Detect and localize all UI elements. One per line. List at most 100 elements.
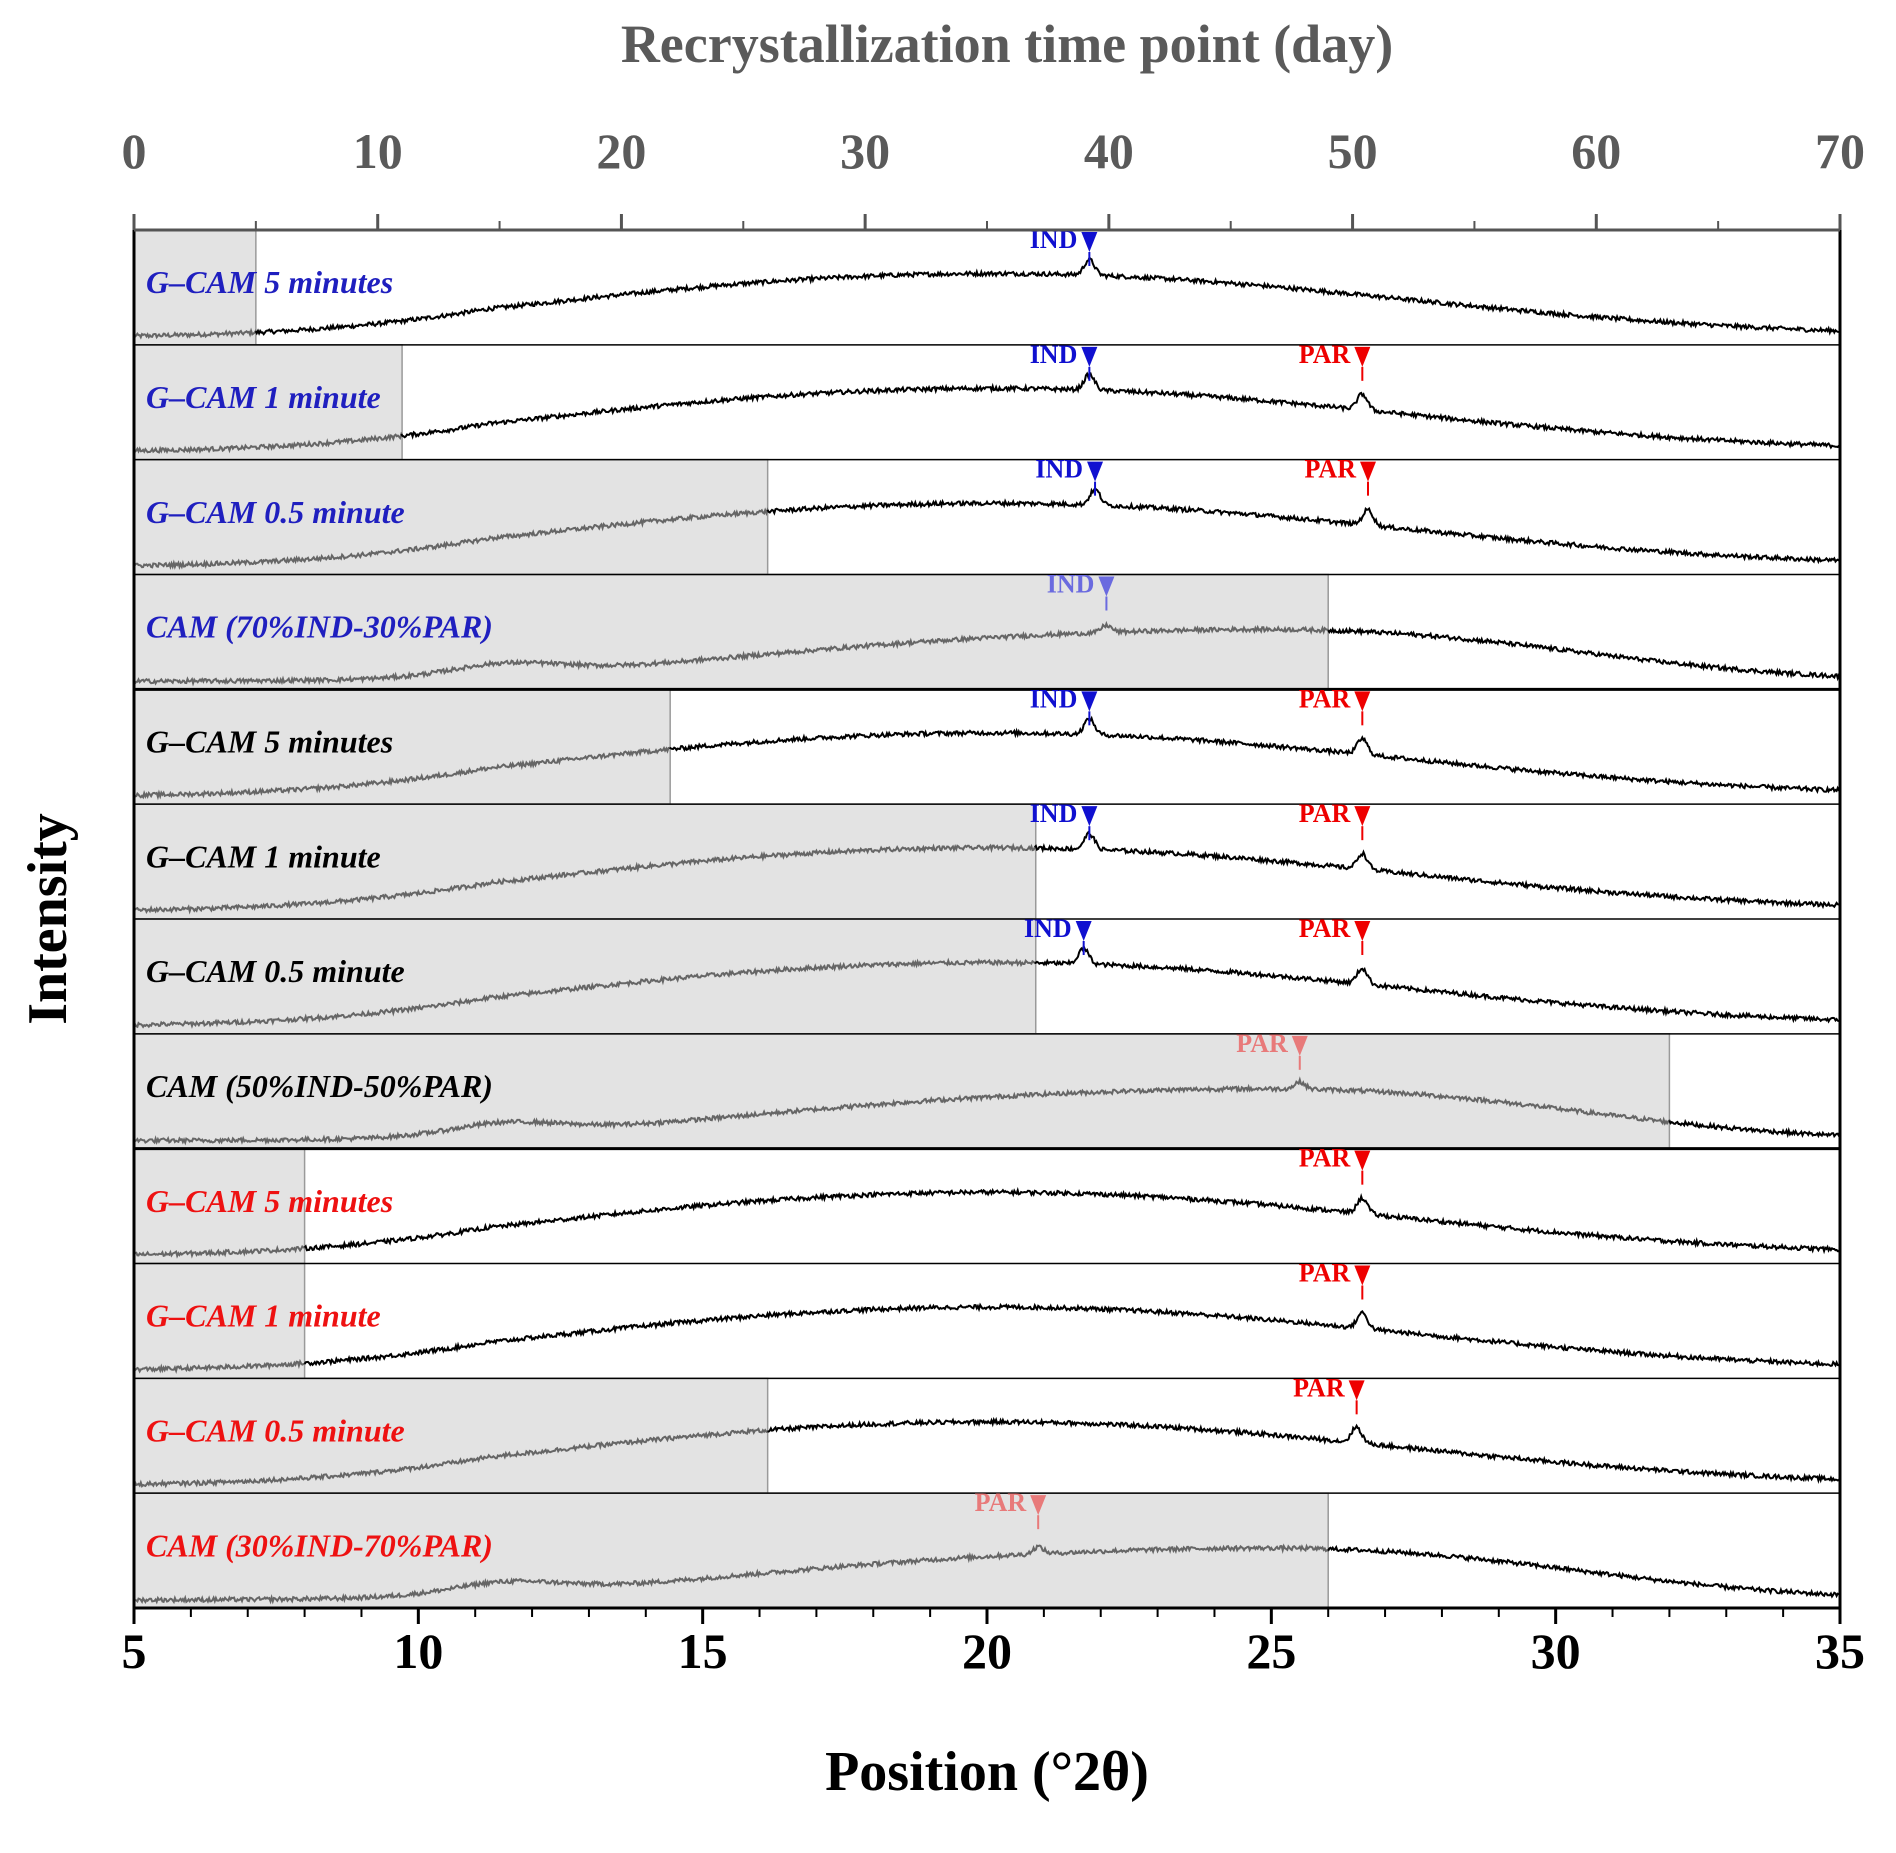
panel-5: G–CAM 5 minutes IND PAR bbox=[133, 684, 1841, 805]
marker-triangle-icon bbox=[1081, 691, 1098, 712]
panel-4: CAM (70%IND-30%PAR) IND bbox=[133, 570, 1841, 691]
trace-amorphous bbox=[133, 842, 1037, 915]
trace-amorphous bbox=[133, 1076, 1672, 1146]
marker-triangle-icon bbox=[1354, 806, 1371, 827]
x-tick-label: 15 bbox=[678, 1623, 728, 1679]
panel-label: CAM (70%IND-30%PAR) bbox=[146, 609, 493, 645]
trace-crystalline bbox=[303, 1302, 1841, 1369]
marker-triangle-icon bbox=[1291, 1035, 1308, 1056]
panel-6: G–CAM 1 minute IND PAR bbox=[133, 799, 1841, 920]
top-tick-label: 10 bbox=[353, 123, 403, 179]
marker-label: PAR bbox=[1304, 455, 1356, 484]
marker-label: PAR bbox=[1293, 1373, 1345, 1402]
y-axis-title: Intensity bbox=[17, 813, 79, 1025]
top-tick-label: 20 bbox=[596, 123, 646, 179]
recrystallization-shade bbox=[133, 688, 671, 805]
recrystallization-shade bbox=[133, 229, 257, 346]
panel-label: G–CAM 0.5 minute bbox=[146, 953, 405, 989]
marker-label: PAR bbox=[1299, 799, 1351, 828]
trace-crystalline bbox=[1327, 1544, 1841, 1599]
trace-amorphous bbox=[133, 327, 258, 340]
x-tick-label: 30 bbox=[1531, 1623, 1581, 1679]
marker-triangle-icon bbox=[1354, 921, 1371, 941]
marker-triangle-icon bbox=[1360, 461, 1377, 482]
panel-label: G–CAM 5 minutes bbox=[146, 723, 393, 759]
panel-8: CAM (50%IND-50%PAR) PAR bbox=[133, 1029, 1841, 1150]
marker-label: PAR bbox=[975, 1488, 1027, 1517]
marker-triangle-icon bbox=[1081, 346, 1098, 367]
marker-triangle-icon bbox=[1354, 1265, 1371, 1286]
top-tick-label: 0 bbox=[122, 123, 147, 179]
trace-crystalline bbox=[669, 715, 1841, 794]
panel-11: G–CAM 0.5 minute PAR bbox=[133, 1373, 1841, 1494]
marker-label: IND bbox=[1030, 340, 1078, 369]
marker-label: PAR bbox=[1236, 1029, 1288, 1058]
trace-amorphous bbox=[133, 620, 1331, 687]
axes: 5 10 15 20 25 30 35 Position (°2θ) 0 10 20 30 40 50 60… bbox=[17, 14, 1865, 1803]
marker-triangle-icon bbox=[1087, 461, 1104, 482]
x-tick-label: 10 bbox=[393, 1623, 443, 1679]
x-axis-title: Position (°2θ) bbox=[825, 1741, 1149, 1803]
trace-amorphous bbox=[133, 1543, 1331, 1605]
marker-triangle-icon bbox=[1081, 806, 1098, 827]
trace-amorphous bbox=[133, 507, 770, 571]
trace-crystalline bbox=[767, 1416, 1841, 1485]
trace-crystalline bbox=[1034, 830, 1841, 910]
panel-label: CAM (50%IND-50%PAR) bbox=[146, 1068, 493, 1104]
marker-triangle-icon bbox=[1081, 232, 1098, 252]
x-tick-label: 35 bbox=[1815, 1623, 1865, 1679]
top-axis-title: Recrystallization time point (day) bbox=[621, 14, 1393, 74]
x-tick-label: 5 bbox=[122, 1623, 147, 1679]
recrystallization-shade bbox=[133, 1262, 306, 1380]
trace-crystalline bbox=[254, 255, 1841, 336]
panel-label: CAM (30%IND-70%PAR) bbox=[146, 1527, 493, 1563]
panel-3: G–CAM 0.5 minute IND PAR bbox=[133, 455, 1841, 576]
marker-label: IND bbox=[1030, 799, 1078, 828]
trace-crystalline bbox=[400, 371, 1841, 450]
marker-label: PAR bbox=[1299, 914, 1351, 943]
marker-label: IND bbox=[1047, 570, 1095, 599]
panel-7: G–CAM 0.5 minute IND PAR bbox=[133, 914, 1841, 1035]
marker-label: IND bbox=[1024, 914, 1072, 943]
top-tick-label: 70 bbox=[1815, 123, 1865, 179]
marker-label: IND bbox=[1035, 455, 1083, 484]
top-tick-label: 60 bbox=[1571, 123, 1621, 179]
recrystallization-shade bbox=[133, 918, 1037, 1035]
panel-10: G–CAM 1 minute PAR bbox=[133, 1259, 1841, 1380]
trace-crystalline bbox=[766, 486, 1841, 565]
marker-label: PAR bbox=[1299, 684, 1351, 713]
panel-label: G–CAM 5 minutes bbox=[146, 1183, 393, 1219]
marker-triangle-icon bbox=[1354, 1150, 1371, 1171]
marker-triangle-icon bbox=[1354, 346, 1371, 367]
trace-amorphous bbox=[133, 957, 1037, 1029]
trace-crystalline bbox=[303, 1186, 1841, 1255]
marker-label: PAR bbox=[1299, 1259, 1351, 1288]
x-tick-label: 20 bbox=[962, 1623, 1012, 1679]
panel-9: G–CAM 5 minutes PAR bbox=[133, 1144, 1841, 1265]
trace-amorphous bbox=[133, 1358, 307, 1374]
trace-amorphous bbox=[133, 1244, 307, 1259]
panel-2: G–CAM 1 minute IND PAR bbox=[133, 340, 1841, 461]
panel-label: G–CAM 0.5 minute bbox=[146, 1412, 405, 1448]
recrystallization-shade bbox=[133, 1033, 1671, 1150]
trace-amorphous bbox=[133, 1426, 769, 1489]
top-tick-label: 40 bbox=[1084, 123, 1134, 179]
trace-crystalline bbox=[1668, 1118, 1841, 1139]
recrystallization-shade bbox=[133, 1147, 306, 1265]
trace-crystalline bbox=[1327, 626, 1841, 682]
x-tick-label: 25 bbox=[1246, 1623, 1296, 1679]
marker-triangle-icon bbox=[1075, 921, 1092, 941]
marker-label: PAR bbox=[1299, 340, 1351, 369]
panel-label: G–CAM 0.5 minute bbox=[146, 494, 405, 530]
marker-triangle-icon bbox=[1348, 1380, 1365, 1401]
marker-label: PAR bbox=[1299, 1144, 1351, 1173]
panel-label: G–CAM 1 minute bbox=[146, 838, 381, 874]
panel-label: G–CAM 1 minute bbox=[146, 1298, 381, 1334]
panel-label: G–CAM 5 minutes bbox=[146, 264, 393, 300]
marker-triangle-icon bbox=[1098, 576, 1115, 597]
trace-crystalline bbox=[1034, 943, 1841, 1024]
panel-label: G–CAM 1 minute bbox=[146, 379, 381, 415]
